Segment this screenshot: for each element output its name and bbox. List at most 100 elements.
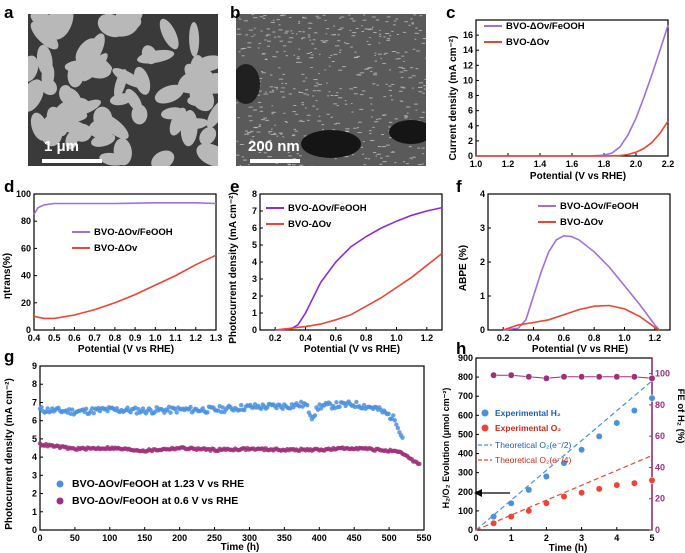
- xtick-label-d: 1.2: [190, 333, 203, 343]
- xtick-label-h: 3: [579, 533, 584, 543]
- ytick-label-c: 16: [463, 30, 473, 40]
- ytick-label-c: 8: [468, 91, 473, 101]
- legend-g-1: BVO-ΔOv/FeOOH at 0.6 V vs RHE: [72, 495, 238, 507]
- xtick-label-d: 1.3: [210, 333, 223, 343]
- series-g-0-point: [219, 409, 224, 415]
- legend-h-0: Experimental H₂: [495, 408, 561, 418]
- ytick-label-d: 100: [16, 189, 31, 199]
- ytick-label-e: 0: [252, 325, 257, 335]
- panel-letter-h: h: [456, 339, 467, 358]
- series-h-1-point: [525, 507, 533, 515]
- chart-e: 0.2 0.4 0.6 0.8 1.0 1.2 0 1 2 3 4 5 6 7 8 Photocurrent…: [228, 189, 443, 354]
- chart-h: 0 1 2 3 4 50100200300400500600700800900020406…: [441, 353, 685, 553]
- series-c-0: [476, 25, 669, 157]
- legend-g-swatch-0: [56, 480, 64, 488]
- series-g-0-point: [312, 413, 318, 418]
- series-h-2: [475, 380, 653, 531]
- sem-a-texture: [28, 14, 218, 166]
- series-g-0-point: [242, 407, 247, 413]
- xtick-label-g: 250: [207, 533, 222, 543]
- legend-f: BVO-ΔOv/FeOOH BVO-ΔOv: [538, 201, 639, 228]
- xtick-label-e: 1.0: [390, 333, 403, 343]
- legend-h: Experimental H₂ Experimental O₂ Theoreti…: [474, 408, 571, 497]
- xtick-label-c: 1.0: [470, 159, 483, 169]
- ytick-label-c: 14: [463, 45, 473, 55]
- frame-d: [33, 193, 217, 331]
- xtick-label-f: 1.0: [618, 333, 631, 343]
- ylabel-h: H₂/O₂ Evolution (μmol cm⁻²): [441, 388, 451, 509]
- ytick-label-c: 6: [468, 106, 473, 116]
- ytick-label-h: 100: [458, 506, 473, 516]
- series-h-4-point: [578, 373, 586, 381]
- legend-h-swatch-0: [481, 409, 489, 417]
- series-h-4-point: [490, 371, 498, 379]
- xtick-label-g: 550: [416, 533, 431, 543]
- series-g-0-point: [354, 399, 359, 405]
- xtick-label-c: 1.8: [598, 159, 611, 169]
- chart-f: 0.2 0.4 0.6 0.8 1.0 1.2 0 1 2 3 4 ABPE (%) Potenti…: [458, 189, 671, 354]
- ytick-label-e: 2: [252, 291, 257, 301]
- ytick-label-c: 4: [468, 121, 473, 131]
- xtick-label-e: 0.4: [299, 333, 312, 343]
- ytick-label-d: 0: [26, 325, 31, 335]
- y2tick-label-h: 100: [655, 369, 670, 379]
- series-g-0-point: [39, 405, 44, 410]
- plot-c: 1.0 1.2 1.4 1.6 1.8 2.0 2.2 0 2 4 6 8 10 12 14 16: [463, 19, 674, 169]
- legend-h-swatch-1: [481, 424, 489, 432]
- xlabel-e: Potential (V vs RHE): [304, 344, 400, 354]
- ytick-label-h: 700: [458, 391, 473, 401]
- series-g-0-point: [305, 402, 310, 408]
- xlabel-f: Potential (V vs RHE): [532, 344, 628, 354]
- series-g-0-point: [391, 413, 396, 418]
- legend-h-arrowhead: [474, 489, 482, 497]
- series-f-0: [503, 234, 660, 331]
- series-g-0-point: [188, 404, 193, 410]
- series-h-4-point: [630, 373, 638, 381]
- legend-f-1: BVO-ΔOv: [560, 217, 604, 228]
- panel-letter-f: f: [456, 177, 462, 196]
- legend-d-0: BVO-ΔOv/FeOOH: [94, 227, 173, 238]
- series-g-0-point: [258, 406, 264, 411]
- panel-letter-e: e: [230, 177, 240, 196]
- legend-c-1: BVO-ΔOv: [506, 37, 550, 48]
- ytick-label-g: 1: [32, 507, 37, 517]
- series-h-4-point: [648, 374, 656, 382]
- legend-e: BVO-ΔOv/FeOOH BVO-ΔOv: [266, 203, 367, 230]
- legend-g: BVO-ΔOv/FeOOH at 1.23 V vs RHE BVO-ΔOv/F…: [56, 478, 244, 507]
- series-g-0-point: [361, 402, 367, 408]
- series-g-0-point: [70, 407, 75, 412]
- series-g-0-point: [395, 425, 401, 431]
- series-h-1-point: [560, 493, 568, 501]
- ytick-label-g: 0: [32, 525, 37, 535]
- ytick-label-g: 4: [32, 452, 37, 462]
- xtick-label-g: 400: [312, 533, 327, 543]
- ytick-label-f: 4: [480, 189, 485, 199]
- legend-e-0: BVO-ΔOv/FeOOH: [288, 203, 367, 214]
- ytick-label-f: 1: [480, 291, 485, 301]
- ytick-label-h: 900: [458, 353, 473, 363]
- legend-f-0: BVO-ΔOv/FeOOH: [560, 201, 639, 212]
- xtick-label-h: 4: [614, 533, 619, 543]
- ylabel-e: Photocurrent density (mA cm⁻²): [228, 192, 239, 344]
- legend-h-1: Experimental O₂: [495, 423, 561, 433]
- ytick-label-g: 6: [32, 416, 37, 426]
- series-h-0-point: [542, 473, 550, 480]
- xtick-label-g: 100: [102, 533, 117, 543]
- series-e-1: [275, 252, 443, 331]
- plot-f: 0.2 0.4 0.6 0.8 1.0 1.2 0 1 2 3 4: [480, 189, 671, 343]
- series-e-0: [275, 206, 443, 331]
- plot-h: 0 1 2 3 4 50100200300400500600700800900020406…: [458, 353, 670, 543]
- ytick-label-c: 0: [468, 151, 473, 161]
- xtick-label-d: 0.8: [109, 333, 122, 343]
- xtick-label-h: 2: [544, 533, 549, 543]
- ytick-label-d: 40: [21, 271, 31, 281]
- xtick-label-c: 1.2: [502, 159, 515, 169]
- xtick-label-g: 200: [172, 533, 187, 543]
- xtick-label-d: 0.4: [28, 333, 41, 343]
- ytick-label-h: 0: [468, 525, 473, 535]
- series-h-1-point: [630, 479, 638, 487]
- xtick-label-c: 1.6: [566, 159, 579, 169]
- series-g-0-point: [83, 406, 89, 412]
- ytick-label-e: 8: [252, 189, 257, 199]
- ytick-label-h: 500: [458, 429, 473, 439]
